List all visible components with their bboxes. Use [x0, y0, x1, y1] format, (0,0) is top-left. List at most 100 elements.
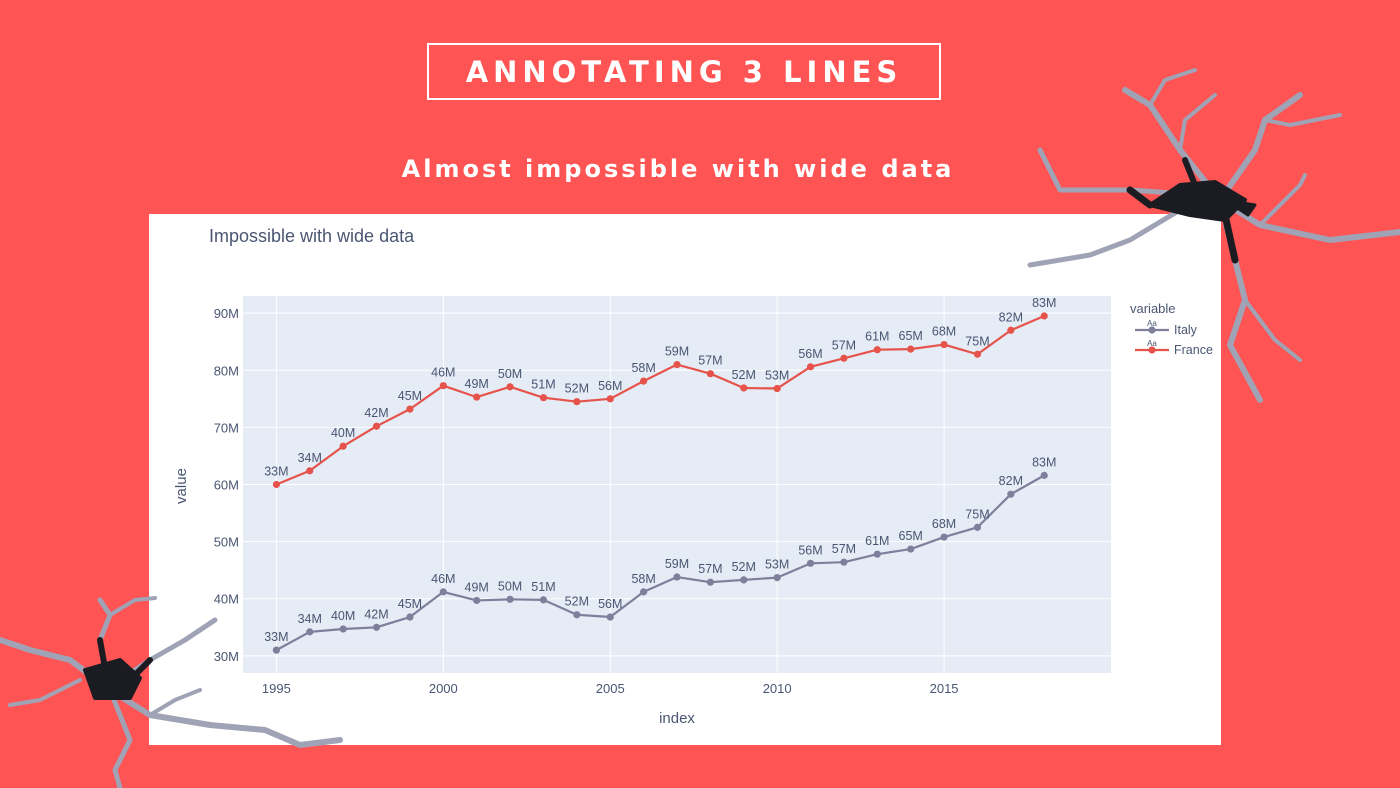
italy-point	[473, 596, 481, 605]
italy-line	[275, 474, 1045, 652]
france-point	[973, 350, 982, 358]
legend-marker-text: Aa	[1147, 319, 1157, 328]
france-point	[806, 363, 815, 371]
italy-data-label: 46M	[431, 572, 455, 586]
chart-title: Impossible with wide data	[209, 226, 415, 246]
italy-data-label: 51M	[531, 580, 555, 594]
data-labels: 33M 34M 40M 42M 45M 46M 49M 50M 51M 52M 56M 58M 59M 5…	[264, 296, 1056, 644]
italy-point	[673, 573, 681, 581]
italy-point	[840, 558, 848, 566]
france-point	[740, 384, 748, 392]
france-data-label: 56M	[798, 347, 822, 361]
italy-point	[372, 623, 381, 631]
x-axis-title: index	[659, 710, 695, 727]
italy-data-label: 59M	[665, 557, 689, 571]
italy-data-label: 33M	[264, 630, 288, 644]
italy-data-label: 52M	[565, 595, 589, 609]
legend-marker-text: Aa	[1147, 339, 1157, 348]
x-tick-label: 1995	[262, 681, 291, 696]
italy-data-label: 61M	[865, 534, 889, 548]
y-tick-label: 90M	[214, 306, 239, 321]
x-tick-label: 2000	[429, 681, 458, 696]
france-data-label: 34M	[298, 451, 322, 465]
italy-point	[907, 545, 915, 553]
legend-marker-france	[1148, 346, 1156, 354]
y-tick-label: 80M	[214, 363, 239, 378]
italy-data-label: 53M	[765, 558, 789, 572]
italy-data-label: 58M	[631, 572, 655, 586]
italy-data-label: 65M	[899, 529, 923, 543]
y-tick-label: 70M	[214, 420, 239, 435]
x-tick-label: 2010	[763, 681, 792, 696]
france-data-label: 57M	[832, 338, 856, 352]
banner-title: ANNOTATING 3 LINES	[427, 43, 941, 100]
france-point	[940, 340, 948, 349]
france-point	[372, 422, 381, 430]
france-point	[606, 395, 614, 403]
x-tick-label: 2005	[596, 681, 625, 696]
italy-point	[940, 533, 948, 541]
italy-point	[640, 588, 648, 596]
france-data-label: 53M	[765, 369, 789, 383]
italy-point	[506, 595, 514, 603]
italy-point	[1040, 471, 1048, 479]
france-point	[506, 383, 514, 391]
italy-point	[539, 596, 548, 604]
france-data-label: 50M	[498, 367, 522, 381]
italy-data-label: 82M	[999, 474, 1023, 488]
series-layer	[272, 312, 1048, 654]
italy-point	[706, 578, 714, 586]
france-point	[706, 370, 714, 378]
italy-data-label: 42M	[364, 607, 388, 621]
france-point	[473, 393, 481, 401]
y-axis-title: value	[173, 468, 190, 504]
france-point	[306, 467, 314, 475]
france-data-label: 52M	[732, 368, 756, 382]
italy-point	[306, 628, 314, 636]
france-point	[573, 398, 581, 406]
italy-data-label: 68M	[932, 517, 956, 531]
italy-data-label: 75M	[965, 507, 989, 521]
france-data-label: 45M	[398, 389, 422, 403]
france-point	[840, 354, 848, 362]
axes: 30M 40M 50M 60M 70M 80M 90M 1995 2000 2005 2010 201…	[214, 306, 959, 696]
france-point	[539, 394, 548, 402]
legend-label-france: France	[1174, 343, 1213, 357]
france-point	[1040, 312, 1048, 320]
italy-data-label: 57M	[698, 562, 722, 576]
france-data-label: 59M	[665, 345, 689, 359]
france-data-label: 52M	[565, 382, 589, 396]
italy-point	[773, 574, 781, 582]
france-point	[907, 345, 915, 353]
y-tick-label: 50M	[214, 535, 239, 550]
italy-point	[806, 559, 815, 567]
italy-data-label: 57M	[832, 542, 856, 556]
france-point	[673, 360, 681, 369]
legend-label-italy: Italy	[1174, 323, 1198, 337]
y-tick-label: 60M	[214, 478, 239, 493]
france-data-label: 42M	[364, 406, 388, 420]
france-data-label: 75M	[965, 334, 989, 348]
france-point	[339, 442, 347, 450]
y-tick-label: 30M	[214, 649, 239, 664]
italy-point	[573, 611, 581, 619]
france-data-label: 56M	[598, 379, 622, 393]
line-chart: Impossible with wide data 30M 40M 50M 60M 70…	[173, 226, 1213, 727]
legend-marker-italy	[1148, 326, 1156, 334]
italy-point	[740, 576, 748, 584]
italy-point	[272, 646, 280, 654]
italy-data-label: 56M	[798, 543, 822, 557]
france-data-label: 82M	[999, 310, 1023, 324]
france-point	[406, 405, 414, 413]
france-data-label: 58M	[631, 361, 655, 375]
france-point	[272, 480, 280, 489]
italy-data-label: 34M	[298, 612, 322, 626]
banner-subtitle: Almost impossible with wide data	[401, 155, 955, 183]
legend[interactable]: variable Aa Italy Aa France	[1130, 301, 1213, 357]
france-data-label: 51M	[531, 378, 555, 392]
france-point	[439, 382, 447, 390]
france-data-label: 68M	[932, 325, 956, 339]
italy-point	[606, 613, 614, 621]
italy-data-label: 83M	[1032, 455, 1056, 469]
italy-point	[439, 588, 447, 596]
